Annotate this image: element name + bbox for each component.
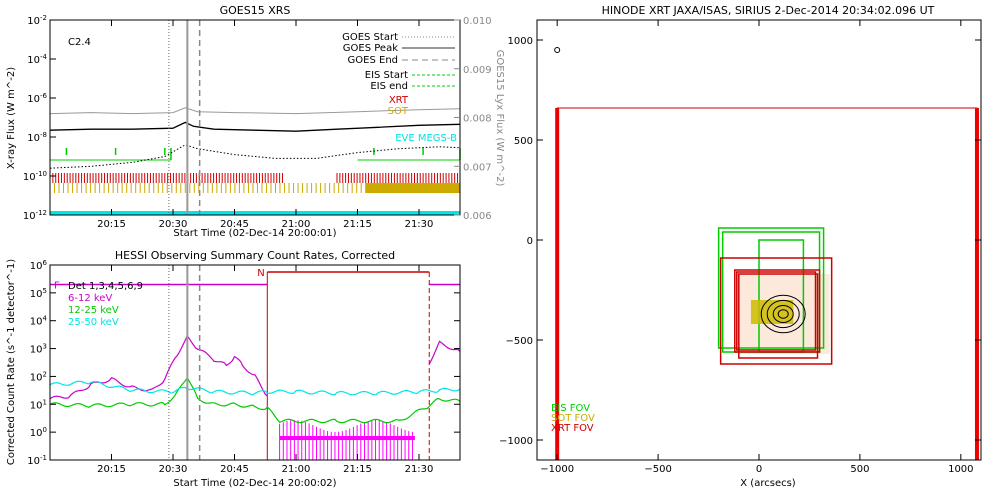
eve-bar [50, 211, 460, 215]
goes-y-tick-label: 10-8 [27, 131, 47, 144]
xrt-fov-left-edge [555, 108, 560, 460]
hessi-x-tick-label: 20:45 [220, 464, 249, 475]
goes-legend-label: EIS Start [365, 70, 408, 81]
hessi-x-tick-label: 21:00 [282, 464, 311, 475]
flag-label-f: F [54, 281, 60, 292]
goes-y-tick-label: 10-12 [23, 209, 47, 222]
fov-box [719, 257, 833, 365]
xrt-panel: HINODE XRT JAXA/ISAS, SIRIUS 2-Dec-2014 … [499, 4, 982, 489]
goes-legend-label: XRT [389, 95, 409, 106]
goes-y-tick-label: 10-6 [27, 92, 47, 105]
goes-x-tick-label: 21:30 [405, 219, 434, 230]
goes-y2-tick-label: 0.007 [463, 162, 492, 173]
goes-x-tick-label: 20:30 [159, 219, 188, 230]
goes-legend-label: EIS end [370, 81, 408, 92]
xrt-x-tick-label: 1000 [948, 464, 973, 475]
goes-y2-tick-label: 0.008 [463, 114, 492, 125]
hessi-legend-header: Det 1,3,4,5,6,9 [68, 281, 143, 292]
hessi-y-tick-label: 10-1 [27, 454, 47, 467]
goes-y-tick-label: 10-10 [23, 170, 47, 183]
goes-y-tick-label: 10-2 [27, 14, 47, 27]
xrt-y-tick-label: 500 [514, 136, 533, 147]
goes-x-tick-label: 21:15 [343, 219, 372, 230]
flag-label-n: N [257, 268, 264, 279]
contour-line [772, 305, 794, 323]
xrt-legend-label: XRT FOV [551, 423, 594, 434]
fov-box [736, 271, 817, 351]
goes-y2-tick-label: 0.006 [463, 211, 492, 222]
hessi-panel: HESSI Observing Summary Count Rates, Cor… [6, 249, 461, 489]
hessi-y-tick-label: 104 [30, 315, 48, 328]
xrt-xlabel: X (arcsecs) [740, 478, 796, 489]
hessi-legend-label: 12-25 keV [68, 305, 119, 316]
attenuator-bar [279, 436, 415, 440]
hessi-x-tick-label: 20:15 [97, 464, 126, 475]
hessi-y-tick-label: 101 [30, 398, 47, 411]
xrt-y-tick-label: −500 [506, 336, 533, 347]
xrt-y-tick-label: 1000 [508, 36, 533, 47]
fov-box [717, 227, 825, 349]
xrt-legend-label: EIS FOV [551, 403, 590, 414]
hessi-series-line [49, 334, 268, 400]
fov-box [734, 269, 821, 353]
xrt-y-tick-label: −1000 [499, 436, 533, 447]
goes-y2-tick-label: 0.010 [463, 16, 492, 27]
hessi-series-line [49, 380, 461, 396]
goes-legend-label: GOES Start [342, 32, 398, 43]
hessi-xlabel: Start Time (02-Dec-14 20:00:02) [173, 478, 336, 489]
contour-line [760, 294, 806, 334]
hessi-x-tick-label: 21:15 [343, 464, 372, 475]
goes-xlabel: Start Time (02-Dec-14 20:00:01) [173, 228, 336, 239]
goes-legend-label: GOES End [348, 55, 398, 66]
hessi-x-tick-label: 21:30 [405, 464, 434, 475]
hessi-series-line [49, 376, 461, 424]
goes-series-line [49, 107, 461, 115]
hessi-y-tick-label: 103 [30, 343, 47, 356]
hessi-ylabel: Corrected Count Rate (s^-1 detector^-1) [6, 259, 17, 465]
sot-solid-bar [365, 183, 460, 193]
reference-marker [554, 47, 561, 53]
xrt-y-tick-label: 0 [527, 236, 533, 247]
hessi-y-tick-label: 102 [30, 370, 47, 383]
goes-y2label: GOES15 Lyx Flux (W m^-2) [494, 50, 505, 187]
goes-ylabel: X-ray Flux (W m^-2) [6, 67, 17, 169]
hessi-title: HESSI Observing Summary Count Rates, Cor… [115, 249, 395, 262]
fov-box [738, 273, 819, 359]
goes-panel: GOES15 XRS Start Time (02-Dec-14 20:00:0… [6, 4, 505, 239]
goes-x-tick-label: 20:45 [220, 219, 249, 230]
hessi-legend-label: 6-12 keV [68, 293, 112, 304]
contour-line [766, 299, 800, 329]
xrt-title: HINODE XRT JAXA/ISAS, SIRIUS 2-Dec-2014 … [602, 4, 935, 17]
xrt-x-tick-label: 500 [850, 464, 869, 475]
xrt-x-tick-label: −500 [644, 464, 671, 475]
hessi-y-tick-label: 100 [30, 426, 47, 439]
contour-line [777, 309, 789, 319]
goes-series-line [49, 144, 461, 169]
goes-legend-label: SOT [388, 106, 409, 117]
xrt-x-tick-label: −1000 [540, 464, 574, 475]
goes-series-line [49, 121, 461, 132]
goes-title: GOES15 XRS [220, 4, 291, 17]
goes-legend-label: EVE MEGS-B [395, 133, 457, 144]
goes-x-tick-label: 20:15 [97, 219, 126, 230]
hessi-series-line [428, 340, 461, 365]
xrt-fov-right-edge [974, 108, 979, 460]
goes-y-tick-label: 10-4 [27, 53, 47, 66]
hessi-x-tick-label: 20:30 [159, 464, 188, 475]
goes-y2-tick-label: 0.009 [463, 65, 492, 76]
goes-flare-class: C2.4 [68, 37, 91, 48]
hessi-y-tick-label: 105 [30, 287, 47, 300]
goes-x-tick-label: 21:00 [282, 219, 311, 230]
goes-legend-label: GOES Peak [343, 43, 398, 54]
hessi-y-tick-label: 106 [30, 259, 48, 272]
hessi-legend-label: 25-50 keV [68, 317, 119, 328]
xrt-legend-label: SOT FOV [551, 413, 595, 424]
hessi-plot-frame [49, 264, 461, 461]
xrt-x-tick-label: 0 [756, 464, 762, 475]
